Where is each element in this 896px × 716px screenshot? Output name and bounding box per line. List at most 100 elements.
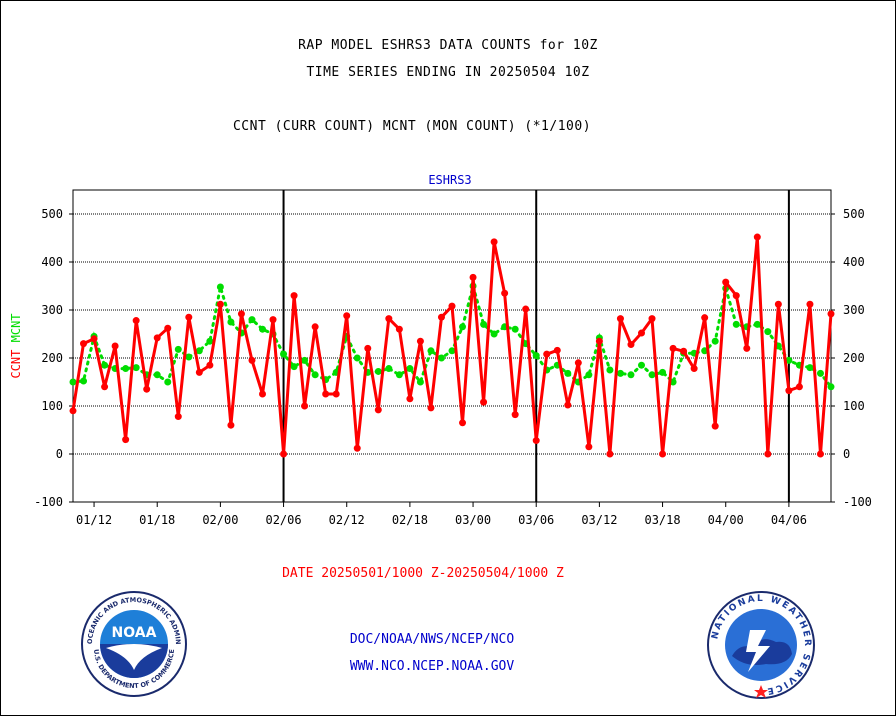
data-point-mcnt <box>185 353 193 361</box>
nws-star-icon <box>754 685 768 698</box>
data-point-ccnt <box>269 316 277 324</box>
chart-subtitle: ESHRS3 <box>428 173 471 187</box>
data-point-ccnt <box>90 335 98 343</box>
data-point-ccnt <box>816 450 824 458</box>
y-tick-label-left: 200 <box>41 351 63 365</box>
noaa-logo-text: NOAA <box>112 625 157 641</box>
data-point-mcnt <box>101 361 109 369</box>
data-point-ccnt <box>122 436 130 444</box>
data-point-mcnt <box>311 371 319 379</box>
data-point-mcnt <box>385 365 393 373</box>
series-ccnt <box>69 233 835 458</box>
x-tick-label: 04/00 <box>708 513 744 527</box>
data-point-ccnt <box>132 317 140 325</box>
data-point-mcnt <box>427 347 435 355</box>
data-point-mcnt <box>448 347 456 355</box>
data-point-ccnt <box>543 350 551 358</box>
data-point-ccnt <box>616 315 624 323</box>
data-point-ccnt <box>690 365 698 373</box>
data-point-mcnt <box>606 366 614 374</box>
data-point-mcnt <box>638 361 645 369</box>
data-point-ccnt <box>827 310 835 318</box>
nws-lightning-icon <box>746 630 770 672</box>
data-point-mcnt <box>406 365 414 373</box>
data-point-ccnt <box>469 273 477 281</box>
data-point-mcnt <box>764 328 772 336</box>
data-point-mcnt <box>122 365 130 373</box>
data-point-ccnt <box>732 292 740 300</box>
data-point-mcnt <box>627 371 635 379</box>
data-point-ccnt <box>143 385 151 393</box>
data-point-ccnt <box>259 390 266 398</box>
data-point-ccnt <box>364 344 372 352</box>
data-point-mcnt <box>711 337 719 345</box>
data-point-mcnt <box>564 369 572 377</box>
y-tick-label-left: 300 <box>41 303 63 317</box>
data-point-ccnt <box>806 300 814 308</box>
data-point-ccnt <box>416 337 424 345</box>
data-point-ccnt <box>490 238 498 246</box>
data-point-mcnt <box>827 383 835 391</box>
data-point-ccnt <box>164 324 172 332</box>
y-tick-label-right: 500 <box>843 207 865 221</box>
data-point-ccnt <box>437 313 445 321</box>
data-point-mcnt <box>785 356 793 364</box>
data-point-ccnt <box>206 361 214 369</box>
data-point-ccnt <box>311 323 319 331</box>
data-point-ccnt <box>216 300 224 308</box>
data-point-ccnt <box>711 422 719 430</box>
data-point-mcnt <box>216 283 224 291</box>
data-point-mcnt <box>227 318 235 326</box>
y-axis-ticks: -100 -100 0 0 100 100 200 200 300 300 400 400 500 500 <box>34 207 872 509</box>
data-point-mcnt <box>659 368 667 376</box>
data-point-mcnt <box>648 371 656 379</box>
data-point-mcnt <box>280 350 288 358</box>
y-tick-label-right: 400 <box>843 255 865 269</box>
x-tick-label: 03/00 <box>455 513 491 527</box>
data-point-ccnt <box>638 329 645 337</box>
data-point-mcnt <box>80 377 88 385</box>
data-point-ccnt <box>680 347 688 355</box>
data-point-ccnt <box>280 450 288 458</box>
x-tick-label: 04/06 <box>771 513 807 527</box>
data-point-ccnt <box>701 314 709 322</box>
footer-website: WWW.NCO.NCEP.NOAA.GOV <box>349 659 515 674</box>
data-point-ccnt <box>101 383 109 391</box>
data-point-ccnt <box>606 450 614 458</box>
data-point-mcnt <box>174 345 182 353</box>
data-point-ccnt <box>322 390 330 398</box>
data-point-ccnt <box>585 443 593 451</box>
data-point-mcnt <box>816 369 824 377</box>
data-point-mcnt <box>532 352 540 360</box>
data-point-ccnt <box>764 450 772 458</box>
data-point-ccnt <box>532 437 540 445</box>
data-point-mcnt <box>585 371 593 379</box>
chart-title-line3: CCNT (CURR COUNT) MCNT (MON COUNT) (*1/1… <box>232 119 592 134</box>
data-point-mcnt <box>374 367 382 375</box>
y-tick-label-left: 500 <box>41 207 63 221</box>
date-range-label: DATE 20250501/1000 Z-20250504/1000 Z <box>282 566 564 581</box>
y-axis-label-part: MCNT <box>9 313 23 349</box>
data-point-mcnt <box>353 354 361 362</box>
data-point-ccnt <box>227 421 235 429</box>
data-point-ccnt <box>595 337 603 345</box>
chart-title-line1: RAP MODEL ESHRS3 DATA COUNTS for 10Z <box>298 38 598 53</box>
data-point-ccnt <box>753 233 761 241</box>
data-point-mcnt <box>132 364 140 372</box>
data-point-ccnt <box>448 302 456 310</box>
chart-title-line2: TIME SERIES ENDING IN 20250504 10Z <box>306 65 590 80</box>
data-point-mcnt <box>416 378 424 386</box>
data-point-ccnt <box>353 444 361 452</box>
data-point-mcnt <box>753 320 761 328</box>
data-point-ccnt <box>395 325 403 333</box>
data-point-ccnt <box>785 387 793 395</box>
x-tick-label: 03/12 <box>581 513 617 527</box>
data-point-ccnt <box>648 315 656 323</box>
x-tick-label: 01/18 <box>139 513 175 527</box>
data-point-ccnt <box>237 310 245 318</box>
data-point-ccnt <box>774 300 782 308</box>
data-point-mcnt <box>206 337 214 345</box>
data-point-ccnt <box>574 359 582 367</box>
data-point-ccnt <box>385 315 393 323</box>
data-point-ccnt <box>627 341 635 349</box>
